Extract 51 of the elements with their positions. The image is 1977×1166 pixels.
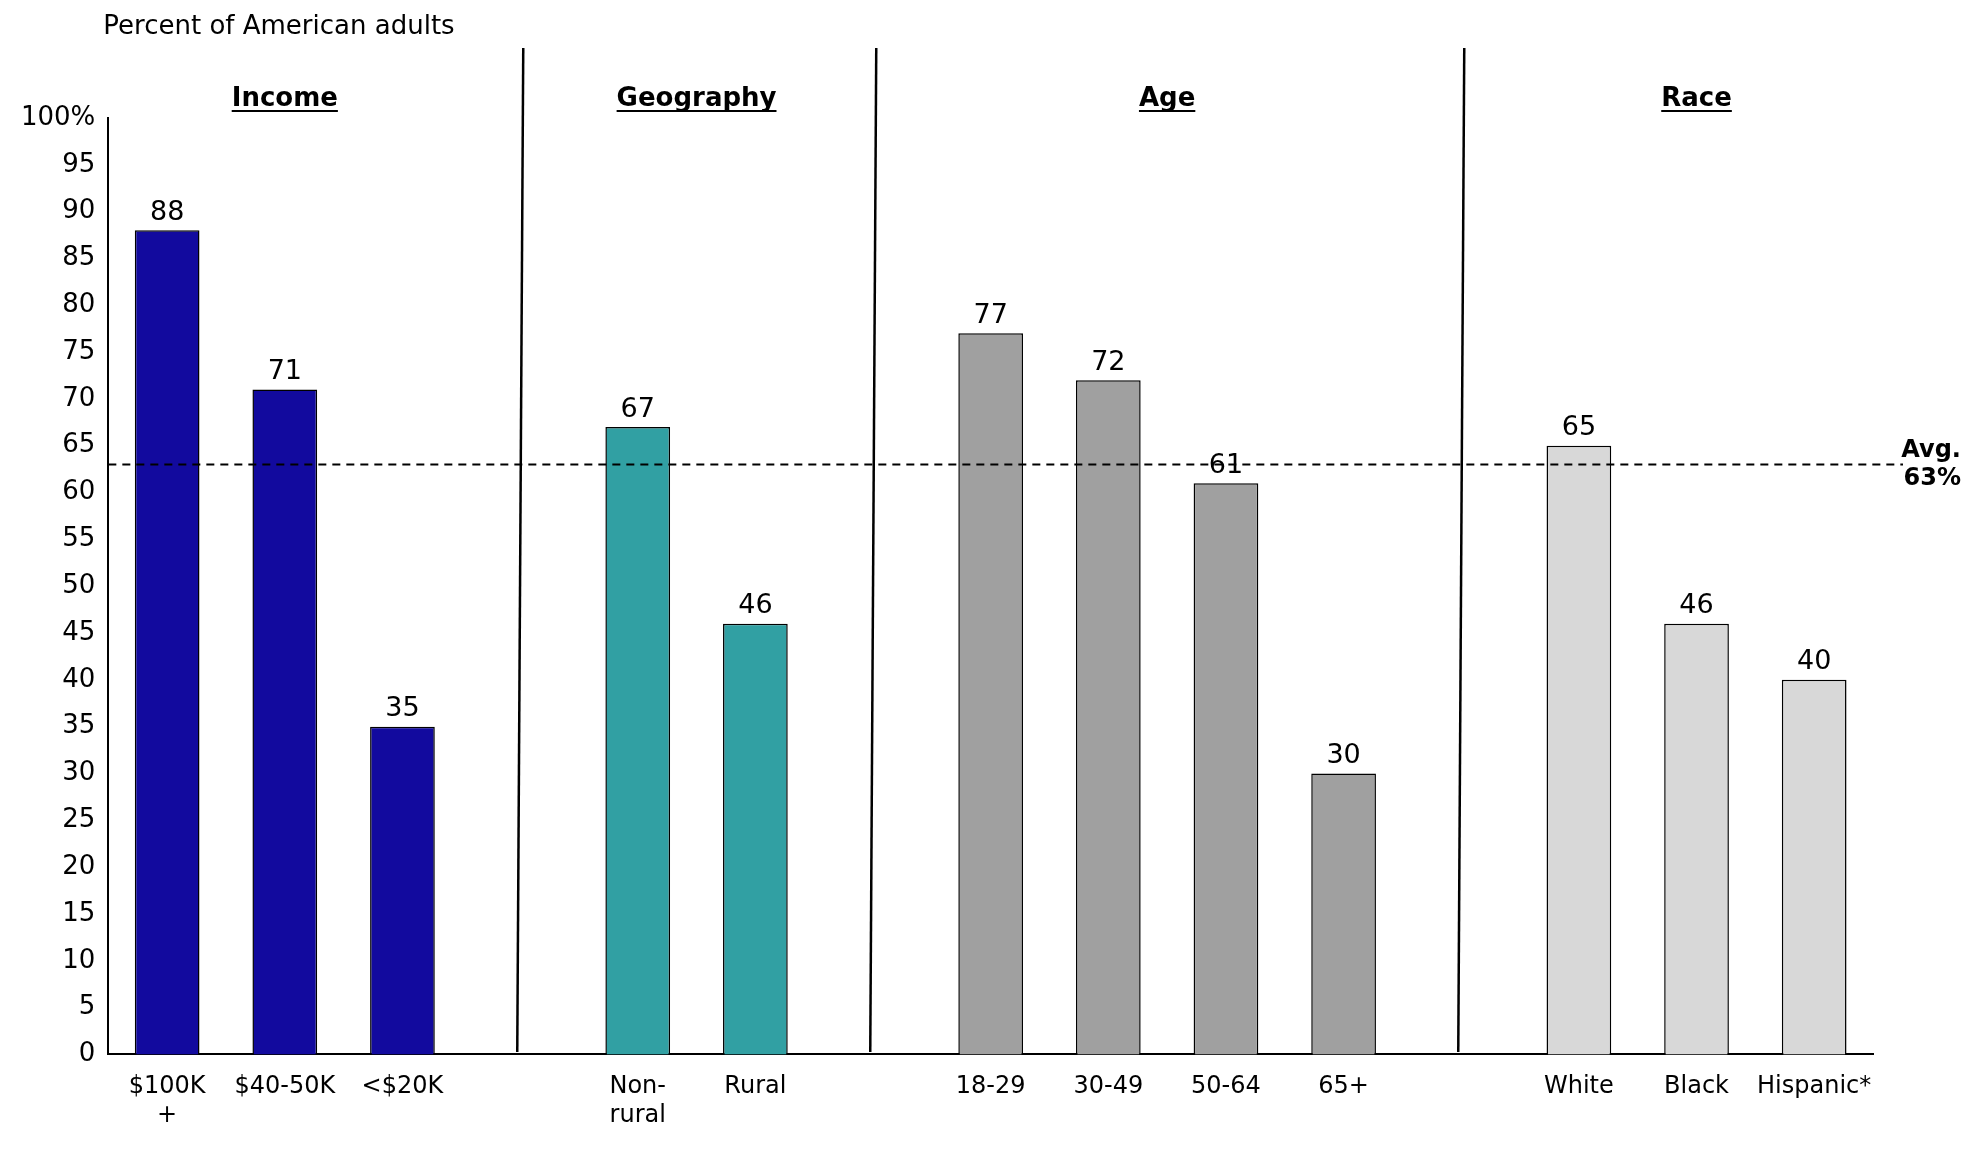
data-label: 46: [1679, 588, 1714, 620]
x-tick-label: <$20K: [361, 1071, 445, 1100]
data-label: 46: [738, 588, 773, 620]
data-label: 35: [385, 691, 420, 723]
data-label: 67: [620, 391, 655, 423]
x-tick-label: White: [1543, 1071, 1614, 1100]
y-tick-label: 50: [62, 568, 96, 599]
y-tick-label: 100%: [20, 100, 96, 131]
x-tick-label: Hispanic*: [1757, 1071, 1872, 1100]
x-tick-label: Non-rural: [609, 1071, 666, 1128]
y-tick-label: 5: [78, 990, 96, 1021]
data-label: 61: [1208, 447, 1244, 479]
y-tick-label: 55: [62, 522, 96, 553]
text: Income: [231, 82, 338, 112]
y-axis-title: Percent of American adults: [103, 9, 455, 40]
data-label: 30: [1326, 738, 1361, 769]
data-label: 71: [267, 354, 302, 386]
x-tick-label: Rural: [724, 1071, 787, 1100]
y-tick-label: 15: [62, 896, 96, 927]
y-tick-label: 25: [62, 803, 96, 834]
data-label: 72: [1091, 344, 1126, 376]
y-tick-label: 20: [62, 849, 96, 880]
y-tick-label: 85: [62, 241, 96, 272]
y-tick-label: 30: [62, 756, 96, 787]
x-tick-label: 18-29: [955, 1071, 1026, 1100]
y-tick-label: 65: [62, 428, 96, 459]
y-tick-label: 60: [62, 475, 96, 506]
y-tick-label: 90: [62, 194, 96, 225]
y-tick-label: 80: [62, 288, 96, 319]
text: Geography: [616, 82, 777, 112]
text: Race: [1661, 82, 1732, 112]
x-tick-label: 30-49: [1073, 1071, 1144, 1100]
text: Age: [1138, 82, 1196, 112]
data-label: 65: [1561, 410, 1597, 442]
ref-line-label: Avg. 63%: [1901, 434, 1961, 491]
x-tick-label: $100K +: [128, 1071, 207, 1128]
x-tick-label: 50-64: [1191, 1071, 1261, 1100]
y-tick-label: 95: [62, 147, 96, 178]
y-tick-label: 35: [62, 709, 96, 740]
y-tick-label: 10: [62, 943, 96, 974]
y-tick-label: 0: [78, 1037, 96, 1068]
y-tick-label: 75: [62, 334, 96, 365]
data-label: 77: [973, 297, 1008, 329]
y-tick-label: 45: [62, 615, 96, 646]
y-tick-label: 70: [62, 381, 96, 412]
x-tick-label: 65+: [1318, 1071, 1369, 1100]
x-tick-label: $40-50K: [234, 1071, 337, 1100]
y-tick-label: 40: [62, 662, 96, 693]
data-label: 88: [149, 194, 185, 226]
data-label: 40: [1797, 644, 1832, 676]
x-tick-label: Black: [1664, 1071, 1730, 1100]
